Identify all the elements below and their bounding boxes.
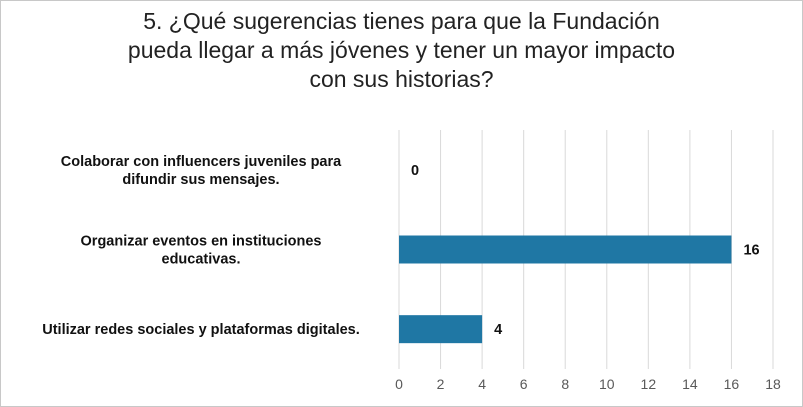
data-label: 4 bbox=[494, 322, 502, 338]
data-label: 0 bbox=[411, 163, 419, 179]
x-tick-label: 12 bbox=[641, 376, 657, 392]
x-tick-label: 18 bbox=[765, 376, 781, 392]
x-tick-label: 10 bbox=[599, 376, 615, 392]
x-tick-label: 14 bbox=[682, 376, 698, 392]
category-label-line: difundir sus mensajes. bbox=[122, 172, 279, 188]
bar bbox=[399, 315, 483, 344]
x-tick-label: 6 bbox=[520, 376, 528, 392]
category-label-line: educativas. bbox=[162, 252, 241, 268]
category-label-line: Colaborar con influencers juveniles para bbox=[61, 154, 342, 170]
category-label: Utilizar redes sociales y plataformas di… bbox=[42, 322, 360, 338]
data-label: 16 bbox=[743, 243, 759, 259]
x-tick-label: 2 bbox=[437, 376, 445, 392]
x-tick-label: 4 bbox=[478, 376, 486, 392]
x-tick-label: 0 bbox=[395, 376, 403, 392]
category-label: Colaborar con influencers juveniles para… bbox=[61, 154, 342, 188]
labels: 0 2 4 6 8 10 12 14 16 18 Colaborar con influencers… bbox=[42, 154, 781, 392]
bars bbox=[399, 235, 732, 344]
category-label-line: Utilizar redes sociales y plataformas di… bbox=[42, 322, 360, 338]
x-tick-label: 16 bbox=[724, 376, 740, 392]
x-tick-label: 8 bbox=[561, 376, 569, 392]
bar bbox=[399, 235, 732, 264]
category-label: Organizar eventos en instituciones educat… bbox=[81, 234, 322, 268]
category-label-line: Organizar eventos en instituciones bbox=[81, 234, 322, 250]
chart-title: 5. ¿Qué sugerencias tienes para que la F… bbox=[127, 8, 676, 92]
